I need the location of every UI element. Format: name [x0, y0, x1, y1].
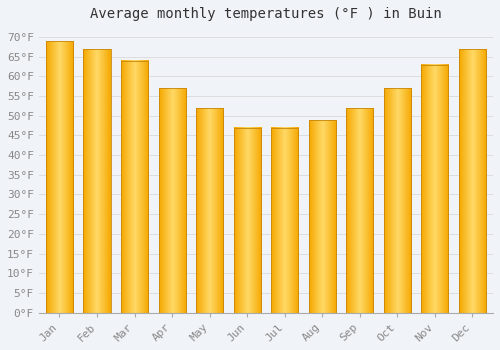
Bar: [158, 88, 186, 313]
Bar: [346, 108, 374, 313]
Bar: [384, 88, 411, 313]
Bar: [459, 49, 486, 313]
Bar: [121, 61, 148, 313]
Bar: [271, 127, 298, 313]
Bar: [84, 49, 110, 313]
Bar: [46, 41, 73, 313]
Title: Average monthly temperatures (°F ) in Buin: Average monthly temperatures (°F ) in Bu…: [90, 7, 442, 21]
Bar: [196, 108, 223, 313]
Bar: [234, 127, 260, 313]
Bar: [422, 64, 448, 313]
Bar: [308, 120, 336, 313]
